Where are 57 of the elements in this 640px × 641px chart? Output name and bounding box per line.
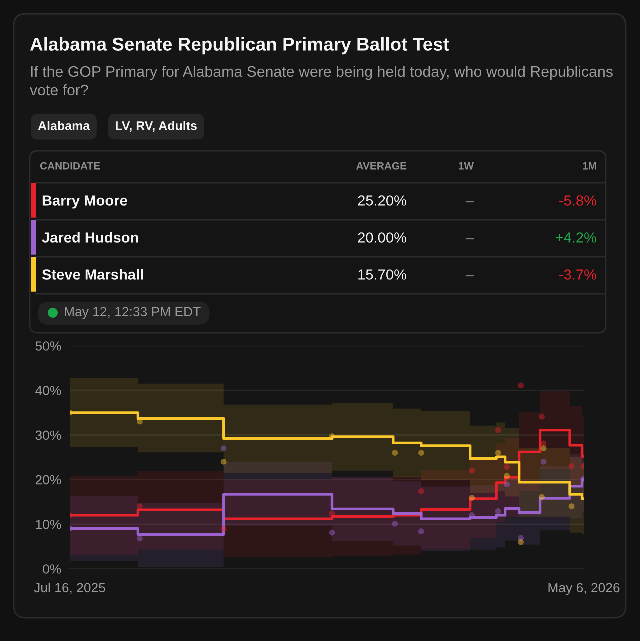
point — [329, 510, 336, 517]
y-tick-label: 30% — [36, 430, 62, 440]
point — [418, 450, 424, 456]
y-tick-label: 10% — [36, 520, 62, 530]
point — [220, 459, 227, 465]
point — [329, 434, 336, 440]
point — [495, 450, 502, 456]
legend-label: Steve Marshall — [42, 269, 144, 280]
point — [220, 446, 227, 452]
point — [540, 446, 547, 452]
point — [136, 536, 143, 542]
text: -3.7% — [560, 270, 596, 280]
y-tick-label: 0% — [43, 564, 62, 574]
point — [518, 539, 524, 546]
text: – — [466, 238, 474, 240]
point — [392, 521, 398, 527]
point — [495, 427, 502, 434]
text: 25.20% — [358, 196, 406, 206]
point — [504, 473, 510, 480]
x-tick-label: Jul 16, 2025 — [34, 582, 106, 594]
point — [418, 488, 424, 494]
legend-label: Barry Moore — [42, 196, 128, 209]
point — [469, 495, 476, 502]
point — [392, 450, 398, 456]
text: 20.00% — [358, 232, 406, 243]
text: 15.70% — [358, 270, 406, 280]
chart-subtitle: If the GOP Primary for Alabama Senate were being held today, who would Republicans vote for? — [30, 66, 613, 96]
text: CANDIDATE — [40, 162, 100, 170]
point — [504, 482, 510, 488]
point — [540, 459, 547, 465]
point — [469, 468, 476, 474]
text: – — [466, 202, 474, 203]
point — [418, 528, 424, 534]
point — [539, 414, 545, 420]
point — [495, 508, 502, 514]
text: AVERAGE — [356, 162, 407, 170]
point — [568, 463, 575, 470]
legend-label: Jared Hudson — [42, 232, 138, 243]
text: 1M — [583, 162, 596, 170]
text: Alabama — [38, 121, 90, 130]
y-tick-label: 40% — [36, 386, 62, 396]
chart-title: Alabama Senate Republican Primary Ballot Test — [30, 37, 450, 55]
y-tick-label: 50% — [36, 342, 62, 351]
point — [220, 526, 227, 532]
point — [504, 464, 510, 470]
y-tick-label: 20% — [36, 475, 62, 485]
x-tick-label: May 6, 2026 — [548, 583, 620, 596]
point — [329, 530, 336, 536]
text: -5.8% — [560, 196, 596, 206]
text: May 12, 12:33 PM EDT — [65, 307, 201, 320]
point — [539, 494, 545, 500]
point — [518, 382, 524, 389]
text: 1W — [459, 162, 474, 170]
text: +4.2% — [556, 232, 596, 243]
point — [568, 504, 575, 510]
text: LV, RV, Adults — [116, 121, 197, 132]
text: – — [466, 276, 474, 277]
